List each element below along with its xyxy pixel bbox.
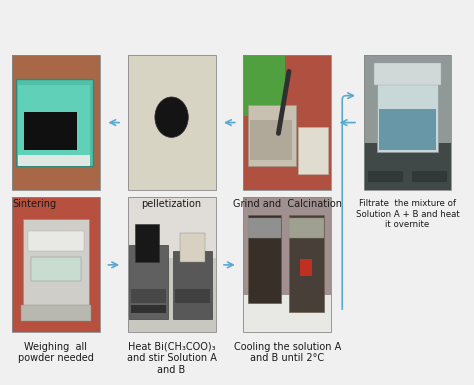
FancyBboxPatch shape	[128, 198, 216, 332]
FancyBboxPatch shape	[12, 198, 100, 332]
FancyBboxPatch shape	[129, 244, 168, 319]
FancyArrowPatch shape	[224, 262, 233, 268]
FancyBboxPatch shape	[248, 105, 296, 166]
FancyBboxPatch shape	[18, 155, 90, 166]
FancyBboxPatch shape	[128, 198, 216, 258]
FancyBboxPatch shape	[28, 231, 84, 251]
FancyBboxPatch shape	[300, 259, 312, 276]
FancyBboxPatch shape	[23, 219, 90, 316]
FancyBboxPatch shape	[128, 55, 216, 190]
FancyBboxPatch shape	[243, 295, 331, 332]
FancyBboxPatch shape	[243, 55, 285, 116]
Text: Heat Bi(CH₃COO)₃
and stir Solution A
and B: Heat Bi(CH₃COO)₃ and stir Solution A and…	[127, 341, 217, 375]
Text: Sintering: Sintering	[12, 199, 56, 209]
FancyArrowPatch shape	[108, 262, 118, 268]
Text: Filtrate  the mixture of
Solution A + B and heat
it overnite: Filtrate the mixture of Solution A + B a…	[356, 199, 459, 229]
FancyBboxPatch shape	[131, 289, 166, 303]
FancyBboxPatch shape	[24, 112, 77, 149]
FancyBboxPatch shape	[12, 55, 100, 190]
FancyBboxPatch shape	[379, 109, 436, 149]
FancyArrowPatch shape	[226, 120, 235, 126]
FancyArrowPatch shape	[341, 120, 355, 126]
Text: Grind and  Calcination: Grind and Calcination	[233, 199, 342, 209]
FancyBboxPatch shape	[289, 218, 324, 238]
FancyBboxPatch shape	[364, 55, 451, 190]
FancyBboxPatch shape	[368, 171, 403, 182]
FancyBboxPatch shape	[131, 305, 166, 313]
Text: pelletization: pelletization	[142, 199, 201, 209]
FancyBboxPatch shape	[364, 143, 451, 190]
FancyBboxPatch shape	[243, 55, 331, 190]
Text: Weighing  all
powder needed: Weighing all powder needed	[18, 341, 94, 363]
FancyBboxPatch shape	[16, 79, 93, 166]
Text: Cooling the solution A
and B until 2°C: Cooling the solution A and B until 2°C	[234, 341, 341, 363]
FancyBboxPatch shape	[250, 120, 292, 160]
Ellipse shape	[155, 97, 188, 137]
FancyBboxPatch shape	[412, 171, 447, 182]
FancyBboxPatch shape	[173, 251, 212, 319]
FancyBboxPatch shape	[18, 85, 90, 160]
FancyBboxPatch shape	[289, 215, 324, 312]
FancyBboxPatch shape	[181, 233, 205, 262]
FancyBboxPatch shape	[135, 224, 159, 262]
FancyBboxPatch shape	[175, 289, 210, 303]
FancyArrowPatch shape	[110, 120, 119, 126]
FancyBboxPatch shape	[21, 305, 91, 321]
FancyBboxPatch shape	[374, 63, 441, 85]
FancyBboxPatch shape	[248, 218, 281, 238]
FancyBboxPatch shape	[248, 215, 281, 303]
FancyBboxPatch shape	[243, 198, 331, 332]
FancyBboxPatch shape	[298, 127, 328, 174]
FancyBboxPatch shape	[377, 69, 438, 152]
FancyBboxPatch shape	[31, 257, 81, 281]
